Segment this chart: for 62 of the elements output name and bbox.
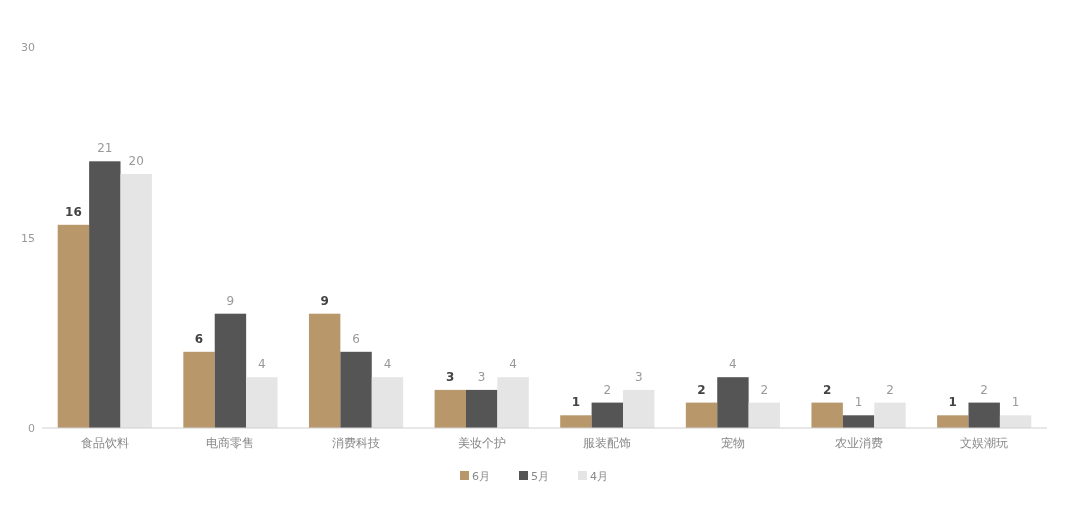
legend-label: 4月 [590, 470, 608, 483]
data-label: 9 [226, 293, 235, 308]
data-label: 6 [194, 331, 204, 346]
bar [968, 402, 1000, 428]
bar [999, 415, 1032, 428]
x-tick-label: 消费科技 [332, 436, 381, 450]
data-label: 16 [65, 204, 82, 219]
bar [120, 174, 152, 428]
legend-label: 6月 [472, 470, 490, 483]
data-label: 1 [854, 395, 863, 410]
y-tick-label: 30 [21, 41, 35, 54]
data-label: 3 [446, 369, 455, 384]
bar [371, 377, 404, 428]
bar [57, 224, 90, 428]
data-label: 6 [352, 331, 360, 346]
bar [937, 415, 969, 428]
bar [434, 389, 466, 428]
data-label: 4 [258, 357, 266, 372]
bar [183, 351, 215, 428]
x-tick-label: 服装配饰 [583, 436, 632, 450]
data-label: 4 [383, 357, 392, 372]
data-label: 2 [980, 382, 989, 397]
bar [497, 377, 529, 428]
legend-label: 5月 [531, 470, 549, 483]
data-label: 3 [634, 369, 643, 384]
bar [748, 402, 781, 428]
x-tick-label: 农业消费 [834, 436, 883, 450]
bar [340, 351, 372, 428]
data-label: 1 [948, 395, 957, 410]
x-tick-label: 文娱潮玩 [960, 436, 1009, 450]
bar [842, 415, 875, 428]
data-label: 1 [571, 395, 581, 410]
bar [214, 313, 247, 428]
x-tick-label: 美妆个护 [457, 436, 506, 450]
data-label: 2 [760, 382, 769, 397]
bar [560, 415, 592, 428]
bar [89, 161, 121, 428]
bar [623, 389, 655, 428]
data-label: 2 [886, 382, 894, 397]
data-label: 21 [97, 141, 113, 156]
bar [246, 377, 278, 428]
data-label: 9 [320, 293, 329, 308]
bar [811, 402, 843, 428]
data-label: 4 [729, 357, 737, 372]
data-label: 4 [509, 357, 517, 372]
data-label: 20 [128, 154, 144, 168]
bar [874, 402, 906, 428]
x-tick-label: 宠物 [720, 436, 745, 450]
x-tick-label: 食品饮料 [80, 436, 129, 450]
data-label: 2 [697, 382, 706, 397]
data-label: 2 [603, 382, 612, 397]
bar [717, 377, 749, 428]
data-label: 2 [822, 382, 832, 397]
bar [685, 402, 718, 428]
data-label: 1 [1011, 395, 1020, 410]
bar [465, 389, 498, 428]
y-tick-label: 0 [28, 422, 35, 435]
data-label: 3 [477, 369, 486, 384]
x-tick-label: 电商零售 [206, 436, 255, 450]
y-tick-label: 15 [21, 231, 35, 245]
bar [591, 402, 624, 428]
bar [308, 313, 341, 428]
